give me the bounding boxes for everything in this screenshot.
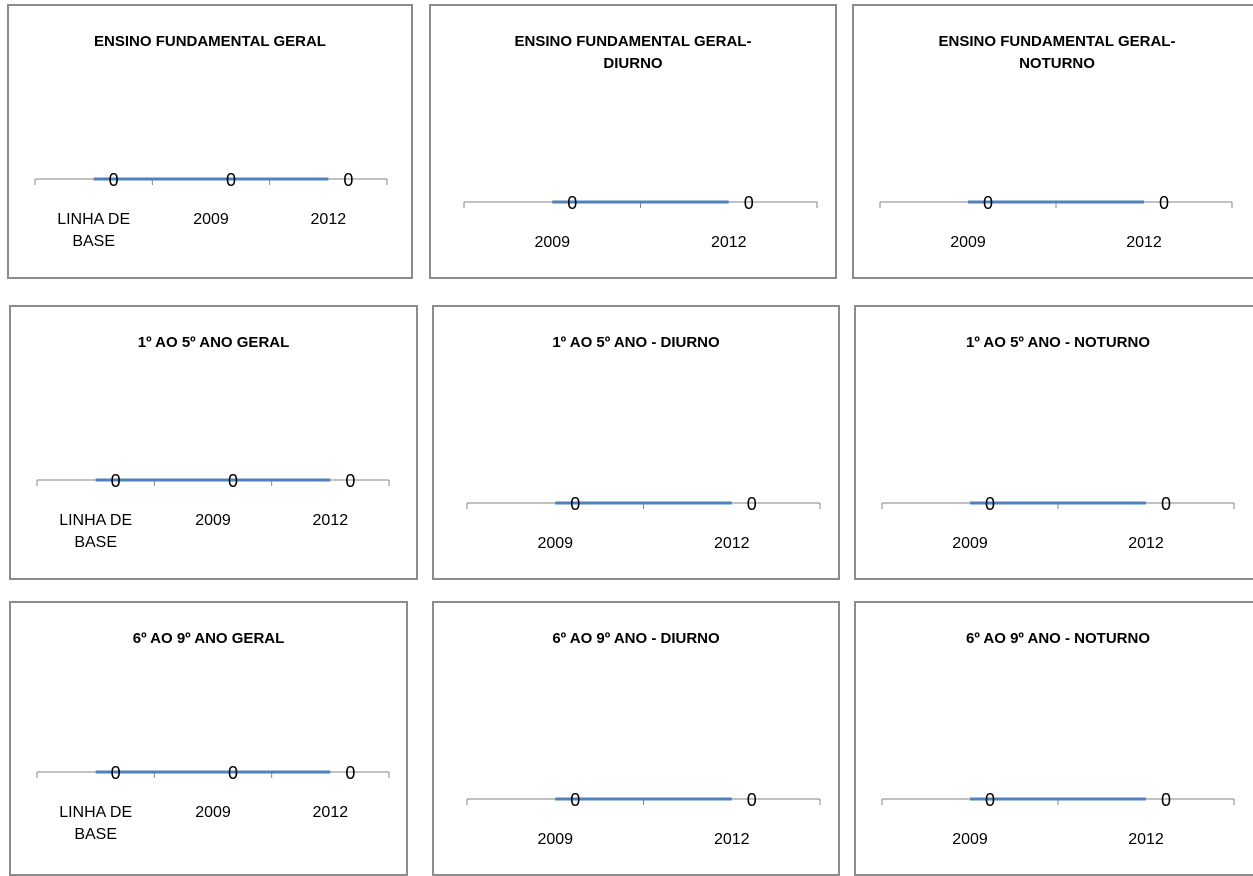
x-tick-label: 2012 bbox=[1126, 234, 1162, 251]
data-label: 0 bbox=[983, 193, 993, 213]
chart-panel-5: 1º AO 5º ANO - DIURNO 0 0 2009 2012 bbox=[432, 305, 840, 580]
data-label: 0 bbox=[345, 471, 355, 491]
data-label: 0 bbox=[747, 494, 757, 514]
chart-svg: 1º AO 5º ANO - NOTURNO 0 0 2009 2012 bbox=[881, 334, 1235, 552]
chart-svg: 1º AO 5º ANO GERAL 0 0 0 LINHA DE BASE 2009 201… bbox=[36, 334, 390, 551]
chart-svg: 6º AO 9º ANO GERAL 0 0 0 LINHA DE BASE 2009 201… bbox=[36, 630, 390, 843]
chart-title: ENSINO FUNDAMENTAL GERAL bbox=[94, 33, 326, 50]
data-label: 0 bbox=[985, 790, 995, 810]
chart-svg: ENSINO FUNDAMENTAL GERAL- DIURNO 0 0 2009 201… bbox=[463, 33, 818, 251]
data-label: 0 bbox=[111, 471, 121, 491]
chart-title: 6º AO 9º ANO GERAL bbox=[133, 630, 285, 647]
chart-svg: 6º AO 9º ANO - DIURNO 0 0 2009 2012 bbox=[466, 630, 821, 848]
x-tick-label: 2012 bbox=[311, 211, 347, 228]
x-tick-label: 2009 bbox=[195, 804, 231, 821]
data-label: 0 bbox=[570, 790, 580, 810]
x-tick-label: 2012 bbox=[1128, 831, 1164, 848]
chart-svg: ENSINO FUNDAMENTAL GERAL- NOTURNO 0 0 2009 20… bbox=[879, 33, 1233, 251]
x-tick-label: BASE bbox=[74, 534, 117, 551]
x-tick-label: LINHA DE bbox=[57, 211, 130, 228]
x-tick-label: 2012 bbox=[714, 831, 750, 848]
chart-svg: 6º AO 9º ANO - NOTURNO 0 0 2009 2012 bbox=[881, 630, 1235, 848]
chart-title: ENSINO FUNDAMENTAL GERAL- bbox=[515, 33, 752, 50]
x-tick-label: 2012 bbox=[1128, 535, 1164, 552]
data-label: 0 bbox=[1159, 193, 1169, 213]
chart-title: 1º AO 5º ANO GERAL bbox=[138, 334, 290, 351]
data-label: 0 bbox=[1161, 494, 1171, 514]
data-label: 0 bbox=[1161, 790, 1171, 810]
data-label: 0 bbox=[343, 170, 353, 190]
data-label: 0 bbox=[744, 193, 754, 213]
data-label: 0 bbox=[985, 494, 995, 514]
data-label: 0 bbox=[228, 763, 238, 783]
chart-panel-3: ENSINO FUNDAMENTAL GERAL- NOTURNO 0 0 2009 20… bbox=[852, 4, 1253, 279]
chart-svg: 1º AO 5º ANO - DIURNO 0 0 2009 2012 bbox=[466, 334, 821, 552]
x-tick-label: 2009 bbox=[534, 234, 570, 251]
chart-title: ENSINO FUNDAMENTAL GERAL- bbox=[939, 33, 1176, 50]
chart-panel-2: ENSINO FUNDAMENTAL GERAL- DIURNO 0 0 2009 201… bbox=[429, 4, 837, 279]
chart-panel-9: 6º AO 9º ANO - NOTURNO 0 0 2009 2012 bbox=[854, 601, 1253, 876]
data-label: 0 bbox=[111, 763, 121, 783]
x-tick-label: 2012 bbox=[711, 234, 747, 251]
x-tick-label: 2009 bbox=[952, 831, 988, 848]
data-label: 0 bbox=[109, 170, 119, 190]
chart-title: 1º AO 5º ANO - DIURNO bbox=[552, 334, 720, 351]
data-label: 0 bbox=[345, 763, 355, 783]
x-tick-label: 2012 bbox=[714, 535, 750, 552]
data-label: 0 bbox=[567, 193, 577, 213]
x-tick-label: LINHA DE bbox=[59, 512, 132, 529]
x-tick-label: BASE bbox=[74, 826, 117, 843]
data-label: 0 bbox=[747, 790, 757, 810]
chart-svg: ENSINO FUNDAMENTAL GERAL 0 0 0 LINHA DE BASE 2… bbox=[34, 33, 388, 250]
x-tick-label: 2012 bbox=[313, 804, 349, 821]
chart-panel-7: 6º AO 9º ANO GERAL 0 0 0 LINHA DE BASE 2009 201… bbox=[9, 601, 408, 876]
chart-title: 6º AO 9º ANO - DIURNO bbox=[552, 630, 720, 647]
chart-panel-8: 6º AO 9º ANO - DIURNO 0 0 2009 2012 bbox=[432, 601, 840, 876]
x-tick-label: 2012 bbox=[313, 512, 349, 529]
x-tick-label: BASE bbox=[72, 233, 115, 250]
x-tick-label: LINHA DE bbox=[59, 804, 132, 821]
x-tick-label: 2009 bbox=[195, 512, 231, 529]
data-label: 0 bbox=[570, 494, 580, 514]
chart-title: DIURNO bbox=[603, 55, 662, 72]
x-tick-label: 2009 bbox=[537, 831, 573, 848]
chart-title: NOTURNO bbox=[1019, 55, 1095, 72]
data-label: 0 bbox=[228, 471, 238, 491]
x-tick-label: 2009 bbox=[537, 535, 573, 552]
x-tick-label: 2009 bbox=[193, 211, 229, 228]
x-tick-label: 2009 bbox=[950, 234, 986, 251]
chart-panel-1: ENSINO FUNDAMENTAL GERAL 0 0 0 LINHA DE BASE 2… bbox=[7, 4, 413, 279]
x-tick-label: 2009 bbox=[952, 535, 988, 552]
chart-title: 6º AO 9º ANO - NOTURNO bbox=[966, 630, 1150, 647]
chart-title: 1º AO 5º ANO - NOTURNO bbox=[966, 334, 1150, 351]
chart-panel-4: 1º AO 5º ANO GERAL 0 0 0 LINHA DE BASE 2009 201… bbox=[9, 305, 418, 580]
chart-panel-6: 1º AO 5º ANO - NOTURNO 0 0 2009 2012 bbox=[854, 305, 1253, 580]
data-label: 0 bbox=[226, 170, 236, 190]
